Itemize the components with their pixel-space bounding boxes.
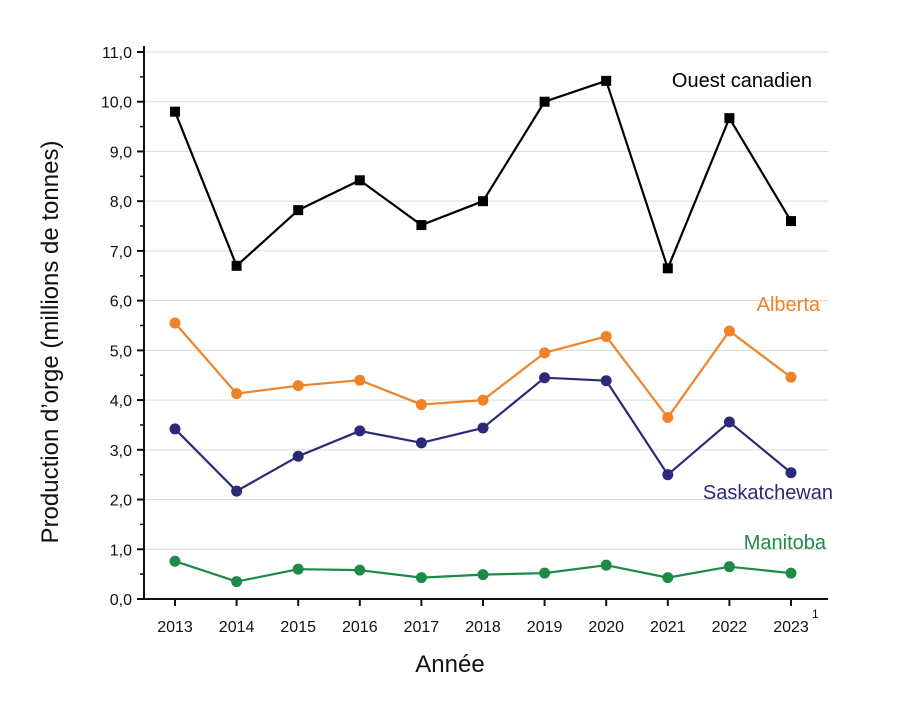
data-point	[231, 388, 243, 400]
data-point	[785, 467, 797, 479]
data-point	[662, 469, 674, 481]
data-point	[723, 561, 735, 573]
y-tick-label: 2,0	[110, 493, 132, 510]
x-tick-label: 2022	[712, 619, 748, 636]
data-point	[477, 422, 489, 434]
y-axis-title: Production d’orge (millions de tonnes)	[37, 141, 64, 544]
series-label-ouest-canadien: Ouest canadien	[672, 70, 812, 92]
data-point	[292, 563, 304, 575]
data-point	[231, 576, 243, 588]
data-point	[539, 96, 550, 107]
data-point	[785, 371, 797, 383]
gridlines	[144, 51, 828, 550]
data-point	[170, 106, 180, 117]
data-point	[416, 220, 427, 231]
x-tick-label: 2014	[219, 619, 255, 636]
data-point	[354, 374, 366, 386]
data-point	[662, 263, 673, 274]
y-tick-label: 1,0	[110, 542, 132, 559]
data-point	[662, 411, 674, 423]
x-tick-label: 2023	[773, 619, 809, 636]
x-tick-label: 2019	[527, 619, 563, 636]
data-point	[169, 555, 181, 567]
data-point	[477, 569, 489, 581]
data-point	[724, 113, 735, 124]
data-point	[478, 196, 488, 207]
x-tick-label: 2013	[157, 619, 193, 636]
data-point	[600, 375, 612, 387]
series-line-ouest-canadien	[173, 79, 792, 270]
data-point	[231, 485, 243, 497]
data-point	[293, 205, 304, 216]
data-point	[539, 372, 551, 384]
y-tick-label: 0,0	[110, 592, 132, 609]
x-tick-label: 2018	[465, 619, 501, 636]
y-tick-label: 3,0	[110, 443, 132, 460]
x-tick-label: 2017	[404, 619, 440, 636]
data-point	[477, 394, 489, 406]
series-labels: Ouest canadien Alberta Saskatchewan Manitob…	[672, 70, 833, 554]
y-tick-label: 11,0	[102, 45, 132, 62]
y-tick-label: 4,0	[110, 393, 132, 410]
axes: 0,0 1,0 2,0 3,0 4,0 5,0 6,0 7,0 8,0 9,0 10,0 11,0 20…	[101, 45, 828, 636]
data-point	[415, 399, 427, 411]
data-point	[662, 572, 674, 584]
data-point	[169, 317, 181, 329]
data-point	[600, 559, 612, 571]
data-point	[785, 567, 797, 579]
data-point	[539, 567, 551, 579]
y-tick-label: 10,0	[101, 95, 132, 112]
data-point	[415, 572, 427, 584]
y-tick-label: 8,0	[110, 194, 132, 211]
series-label-alberta: Alberta	[757, 294, 821, 316]
x-tick-label: 2015	[280, 619, 316, 636]
data-point	[539, 347, 551, 359]
y-tick-label: 9,0	[110, 144, 132, 161]
series-label-saskatchewan: Saskatchewan	[703, 482, 833, 504]
data-point	[723, 416, 735, 428]
x-tick-label: 2020	[588, 619, 624, 636]
data-point	[354, 564, 366, 576]
data-point	[786, 216, 796, 227]
data-point	[601, 75, 612, 86]
data-point	[231, 260, 242, 271]
x-tick-footnote: 1	[812, 607, 819, 621]
series-group	[169, 75, 797, 588]
x-axis-title: Année	[415, 651, 484, 678]
x-tick-label: 2021	[650, 619, 686, 636]
y-tick-label: 5,0	[110, 343, 132, 360]
data-point	[292, 450, 304, 462]
data-point	[169, 423, 181, 435]
data-point	[292, 380, 304, 392]
data-point	[723, 325, 735, 337]
data-point	[354, 175, 365, 186]
series-label-manitoba: Manitoba	[744, 532, 827, 554]
data-point	[354, 425, 366, 437]
y-tick-label: 7,0	[110, 244, 132, 261]
x-tick-label: 2016	[342, 619, 378, 636]
data-point	[600, 330, 612, 342]
y-tick-label: 6,0	[110, 294, 132, 311]
data-point	[415, 437, 427, 449]
